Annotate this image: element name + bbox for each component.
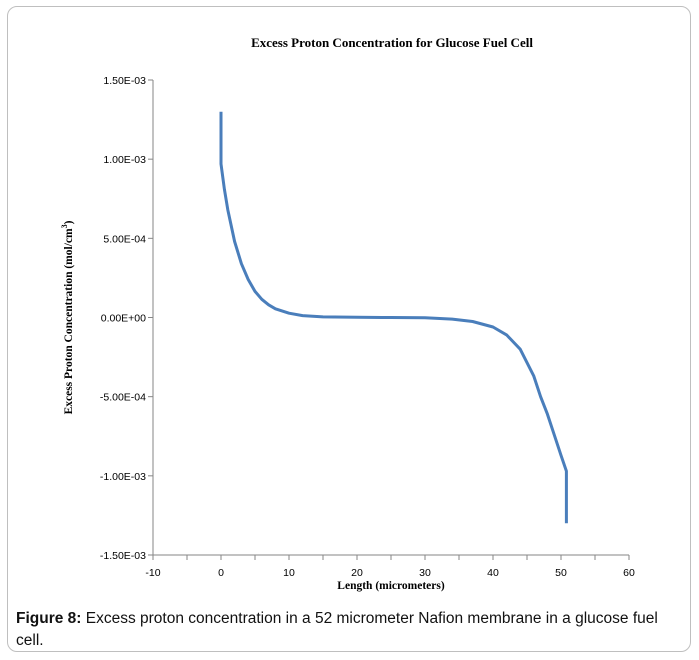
series-line <box>219 111 568 524</box>
caption-label: Figure 8: <box>16 610 82 627</box>
figure-frame <box>7 6 691 652</box>
y-tick-label: 5.00E-04 <box>103 233 146 245</box>
x-tick-label: 20 <box>351 567 363 579</box>
y-axis-title-close: ) <box>63 220 75 224</box>
y-tick-label: -5.00E-04 <box>100 392 146 404</box>
y-axis-title-main: Excess Proton Concentration (mol/cm <box>63 228 75 414</box>
x-tick-label: 50 <box>555 567 567 579</box>
y-tick-label: -1.50E-03 <box>100 550 146 562</box>
y-axis-ticks: 1.50E-03 1.00E-03 5.00E-04 0.00E+00 -5.00E-0… <box>100 75 153 562</box>
y-axis-title-sup: 3 <box>60 224 69 228</box>
y-tick-label: 1.00E-03 <box>103 154 146 166</box>
x-tick-label: 0 <box>218 567 224 579</box>
chart: Excess Proton Concentration for Glucose … <box>60 35 635 592</box>
x-tick-label: -10 <box>145 567 160 579</box>
y-axis-title: Excess Proton Concentration (mol/cm3) <box>60 220 75 414</box>
x-tick-label: 30 <box>419 567 431 579</box>
y-tick-label: 0.00E+00 <box>101 313 146 325</box>
x-axis-ticks: -10 0 10 20 30 40 50 60 <box>145 555 635 579</box>
caption-text: Excess proton concentration in a 52 micr… <box>16 610 658 649</box>
x-tick-label: 40 <box>487 567 499 579</box>
x-tick-label: 60 <box>623 567 635 579</box>
figure-caption: Figure 8: Excess proton concentration in… <box>16 608 676 652</box>
chart-title: Excess Proton Concentration for Glucose … <box>251 35 533 50</box>
y-tick-label: 1.50E-03 <box>103 75 146 87</box>
x-tick-label: 10 <box>283 567 295 579</box>
y-tick-label: -1.00E-03 <box>100 471 146 483</box>
x-axis-title: Length (micrometers) <box>337 580 445 592</box>
